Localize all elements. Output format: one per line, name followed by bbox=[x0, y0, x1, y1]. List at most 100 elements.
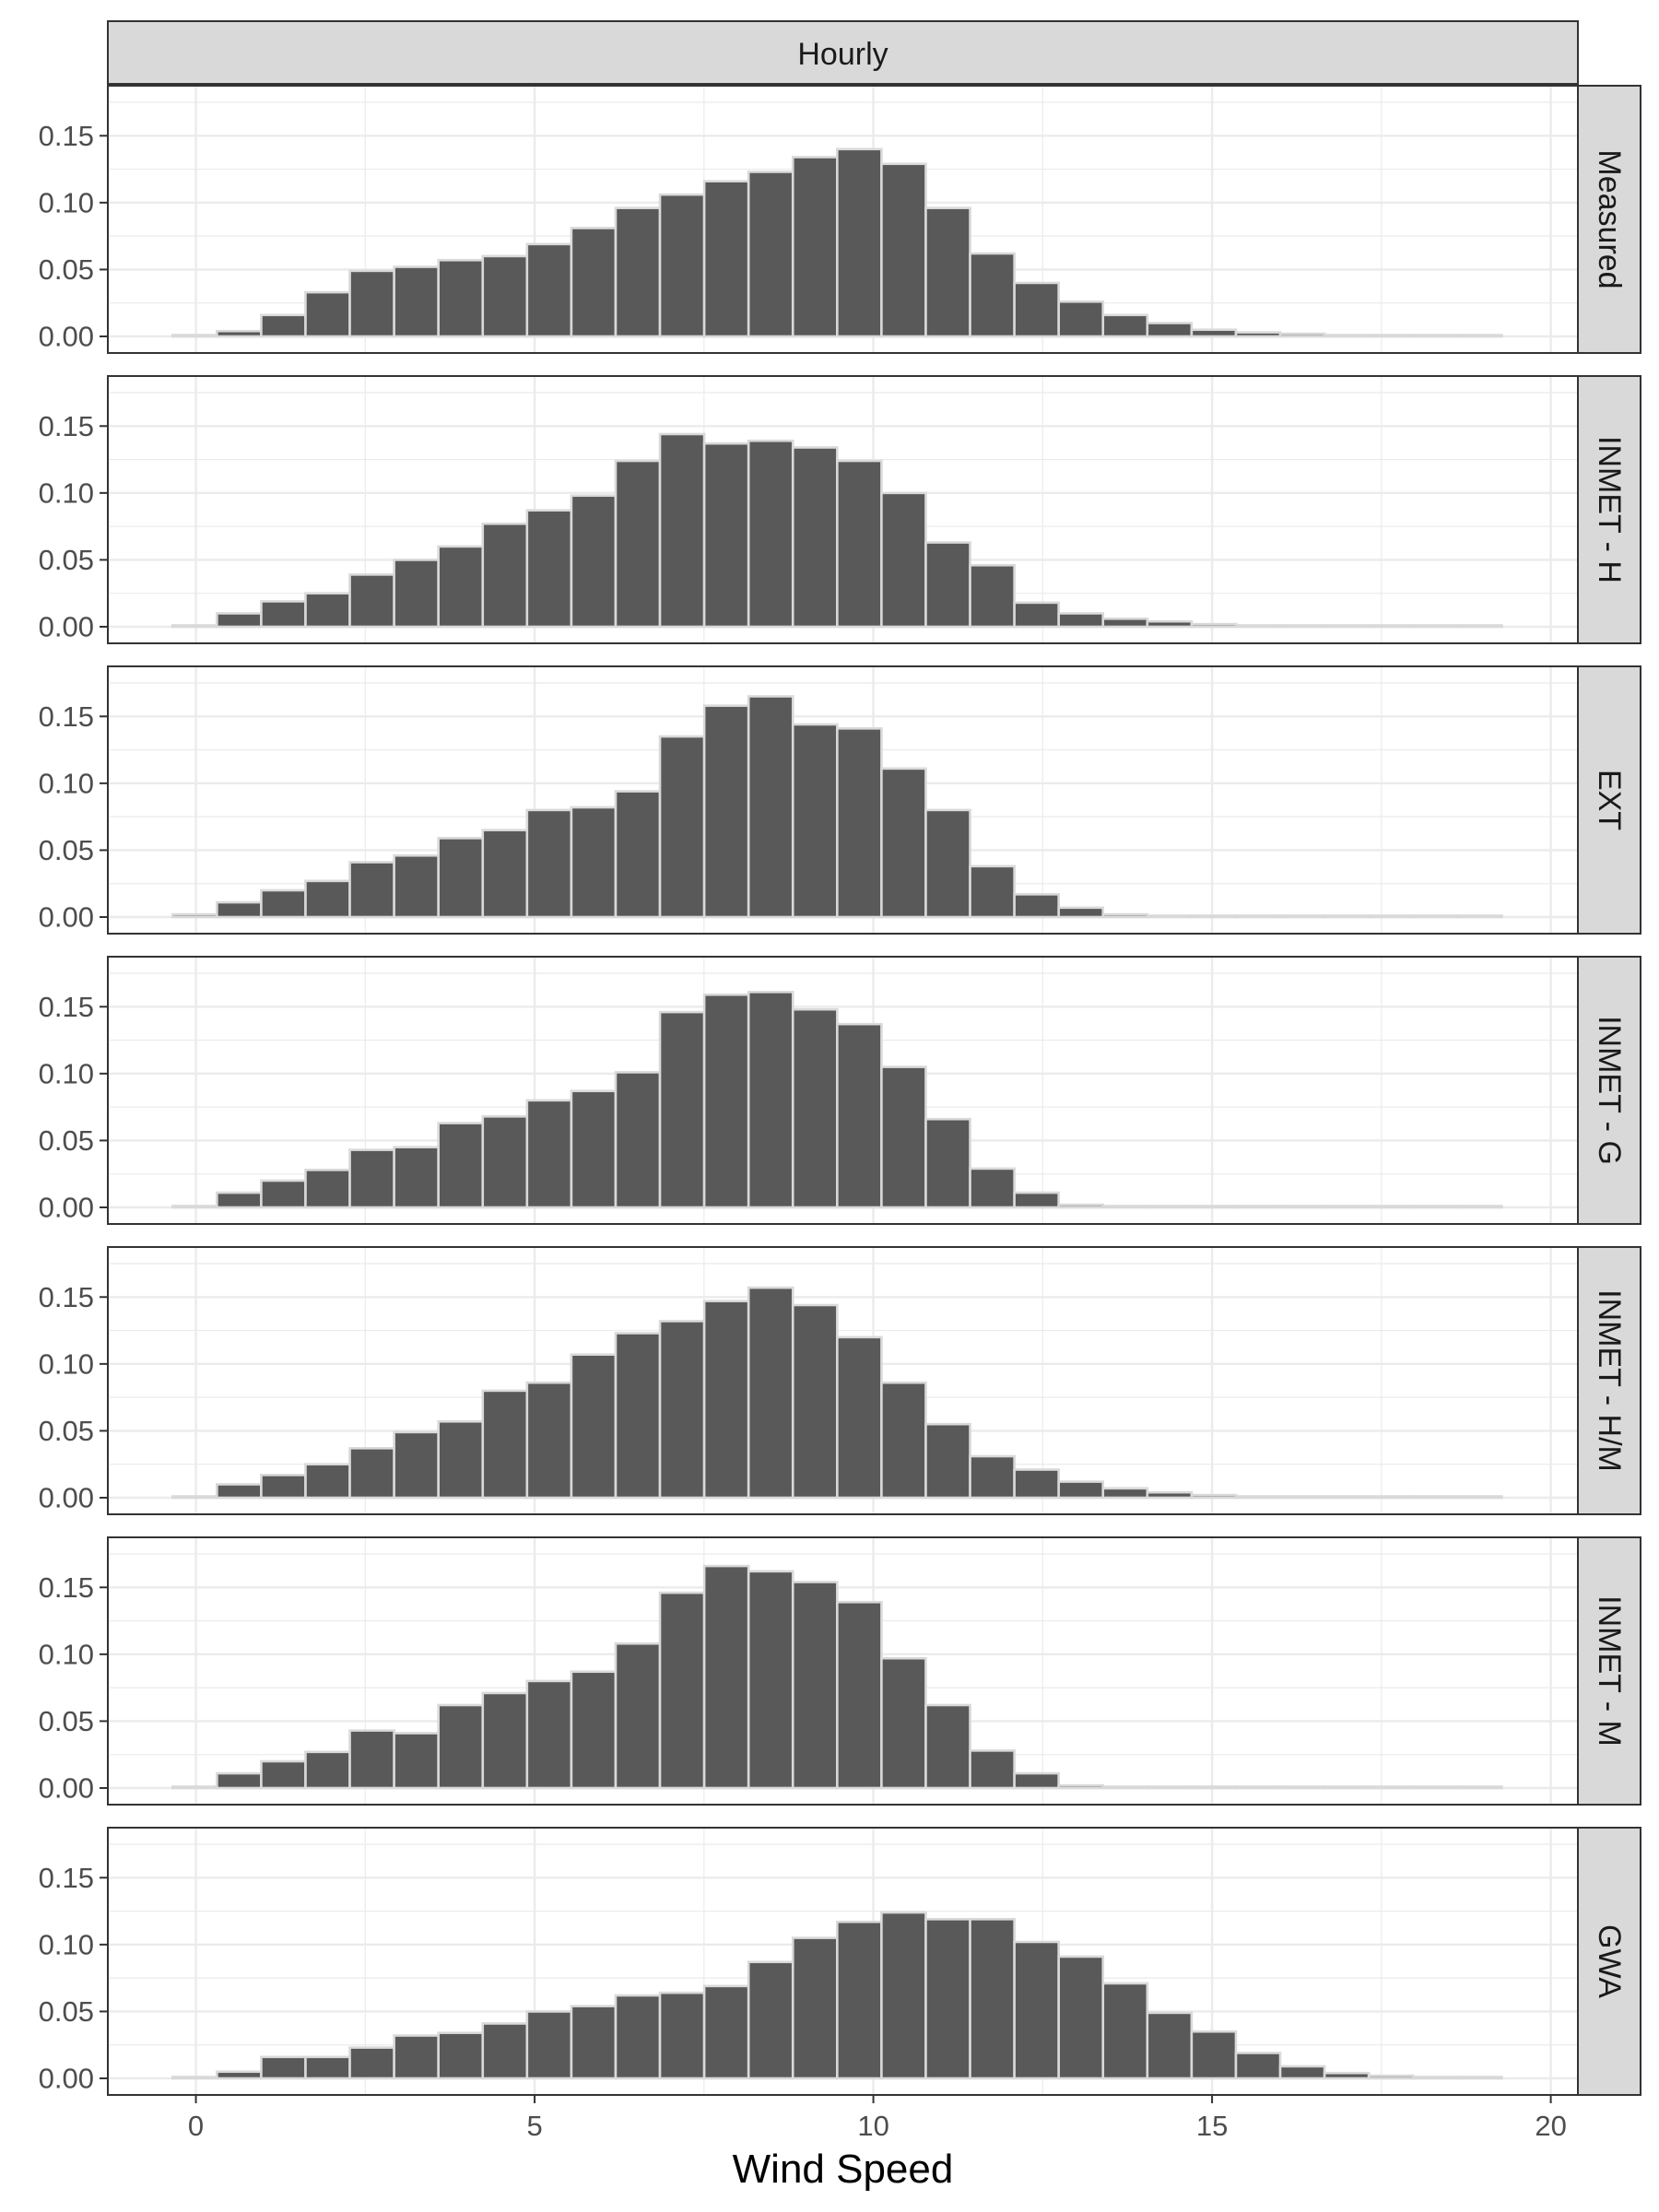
histogram-bar bbox=[570, 1670, 618, 1790]
histogram-bar bbox=[525, 2010, 573, 2080]
histogram-bar bbox=[1234, 914, 1282, 919]
histogram-bar bbox=[1190, 914, 1238, 919]
histogram-bar bbox=[1234, 2052, 1282, 2080]
histogram-bar bbox=[1101, 1487, 1149, 1500]
histogram-bar bbox=[216, 1483, 263, 1500]
histogram-bar bbox=[1367, 1495, 1415, 1500]
histogram-bar bbox=[216, 329, 263, 338]
histogram-bar bbox=[393, 2034, 440, 2080]
histogram-bar bbox=[260, 888, 307, 919]
histogram-bar bbox=[1411, 1205, 1459, 1209]
y-tick-label: 0.10 bbox=[39, 1638, 94, 1670]
histogram-bar bbox=[1456, 1495, 1503, 1500]
histogram-bar bbox=[1367, 624, 1415, 629]
histogram-bar bbox=[1456, 334, 1503, 338]
histogram-bar bbox=[880, 162, 927, 338]
histogram-bar bbox=[1057, 612, 1105, 629]
histogram-bar bbox=[216, 900, 263, 919]
histogram-bar bbox=[525, 509, 573, 629]
histogram-bar bbox=[570, 227, 618, 338]
histogram-bar bbox=[969, 252, 1016, 338]
histogram-bar bbox=[1146, 2011, 1194, 2080]
histogram-bar bbox=[880, 1911, 927, 2080]
histogram-bar bbox=[924, 206, 971, 338]
histogram-bar bbox=[1146, 1785, 1194, 1790]
histogram-bar bbox=[393, 1732, 440, 1790]
histogram-bar bbox=[570, 494, 618, 629]
histogram-bar bbox=[1456, 1205, 1503, 1209]
histogram-bar bbox=[1234, 331, 1282, 338]
y-tick-label: 0.05 bbox=[39, 253, 94, 286]
histogram-bar bbox=[1456, 1785, 1503, 1790]
histogram-bar bbox=[525, 1381, 573, 1500]
histogram-bar bbox=[1456, 624, 1503, 629]
row-strip-label: Measured bbox=[1592, 149, 1627, 288]
histogram-bar bbox=[1278, 332, 1326, 338]
y-tick-label: 0.10 bbox=[39, 1057, 94, 1089]
histogram-bar bbox=[304, 1750, 351, 1790]
histogram-bar bbox=[614, 1994, 662, 2080]
histogram-bar bbox=[1101, 1982, 1149, 2080]
histogram-bar bbox=[437, 258, 485, 338]
histogram-bar bbox=[1146, 322, 1194, 338]
histogram-bar bbox=[1057, 1480, 1105, 1500]
histogram-bar bbox=[614, 1332, 662, 1500]
histogram-bar bbox=[393, 1146, 440, 1209]
x-tick-label: 0 bbox=[188, 2110, 204, 2142]
row-strip bbox=[1577, 956, 1641, 1225]
histogram-bar bbox=[1190, 622, 1238, 629]
row-strip-label: INMET - G bbox=[1592, 1016, 1627, 1165]
histogram-bar bbox=[1013, 893, 1060, 919]
histogram-bar bbox=[1190, 1493, 1238, 1500]
histogram-bar bbox=[924, 1917, 971, 2080]
histogram-bar bbox=[304, 290, 351, 338]
histogram-bar bbox=[791, 1303, 839, 1500]
histogram-bar bbox=[880, 767, 927, 919]
histogram-bar bbox=[437, 2031, 485, 2080]
histogram-bar bbox=[171, 1495, 218, 1500]
histogram-bar bbox=[481, 254, 529, 338]
row-strip bbox=[1577, 1827, 1641, 2096]
histogram-bar bbox=[702, 1300, 750, 1500]
histogram-bar bbox=[348, 1148, 395, 1209]
histogram-bar bbox=[1367, 1785, 1415, 1790]
histogram-bar bbox=[437, 1419, 485, 1500]
histogram-bar bbox=[1101, 912, 1149, 919]
histogram-bar bbox=[969, 563, 1016, 629]
histogram-bar bbox=[525, 242, 573, 338]
histogram-bar bbox=[171, 624, 218, 629]
y-tick-label: 0.15 bbox=[39, 991, 94, 1023]
y-tick-label: 0.00 bbox=[39, 1192, 94, 1224]
histogram-bar bbox=[702, 441, 750, 629]
y-tick-label: 0.15 bbox=[39, 1862, 94, 1894]
histogram-bar bbox=[481, 1691, 529, 1790]
histogram-bar bbox=[1101, 313, 1149, 338]
histogram-bar bbox=[658, 1320, 706, 1500]
histogram-bar bbox=[304, 1463, 351, 1500]
y-tick-label: 0.00 bbox=[39, 2063, 94, 2095]
histogram-bar bbox=[437, 1122, 485, 1209]
histogram-bar bbox=[702, 704, 750, 919]
histogram-bar bbox=[1323, 334, 1371, 338]
histogram-bar bbox=[969, 1749, 1016, 1790]
histogram-bar bbox=[260, 1179, 307, 1209]
histogram-bar bbox=[171, 1785, 218, 1790]
histogram-bar bbox=[171, 2076, 218, 2080]
y-tick-label: 0.00 bbox=[39, 901, 94, 934]
y-tick-label: 0.10 bbox=[39, 186, 94, 218]
histogram-bar bbox=[1101, 1785, 1149, 1790]
y-tick-label: 0.00 bbox=[39, 321, 94, 353]
facet-panel-3: EXT 0.00 0.05 0.10 0.15 bbox=[39, 665, 1641, 935]
histogram-bar bbox=[836, 1335, 883, 1500]
histogram-bar bbox=[791, 446, 839, 629]
histogram-bar bbox=[1234, 1785, 1282, 1790]
histogram-bar bbox=[525, 808, 573, 919]
row-strip bbox=[1577, 1536, 1641, 1806]
histogram-bar bbox=[393, 853, 440, 919]
histogram-bar bbox=[1190, 328, 1238, 338]
histogram-bar bbox=[614, 459, 662, 629]
histogram-bar bbox=[791, 1936, 839, 2080]
histogram-bar bbox=[348, 1729, 395, 1790]
histogram-bar bbox=[836, 459, 883, 629]
facet-panel-7: GWA 0.00 0.05 0.10 0.15 bbox=[39, 1827, 1641, 2096]
